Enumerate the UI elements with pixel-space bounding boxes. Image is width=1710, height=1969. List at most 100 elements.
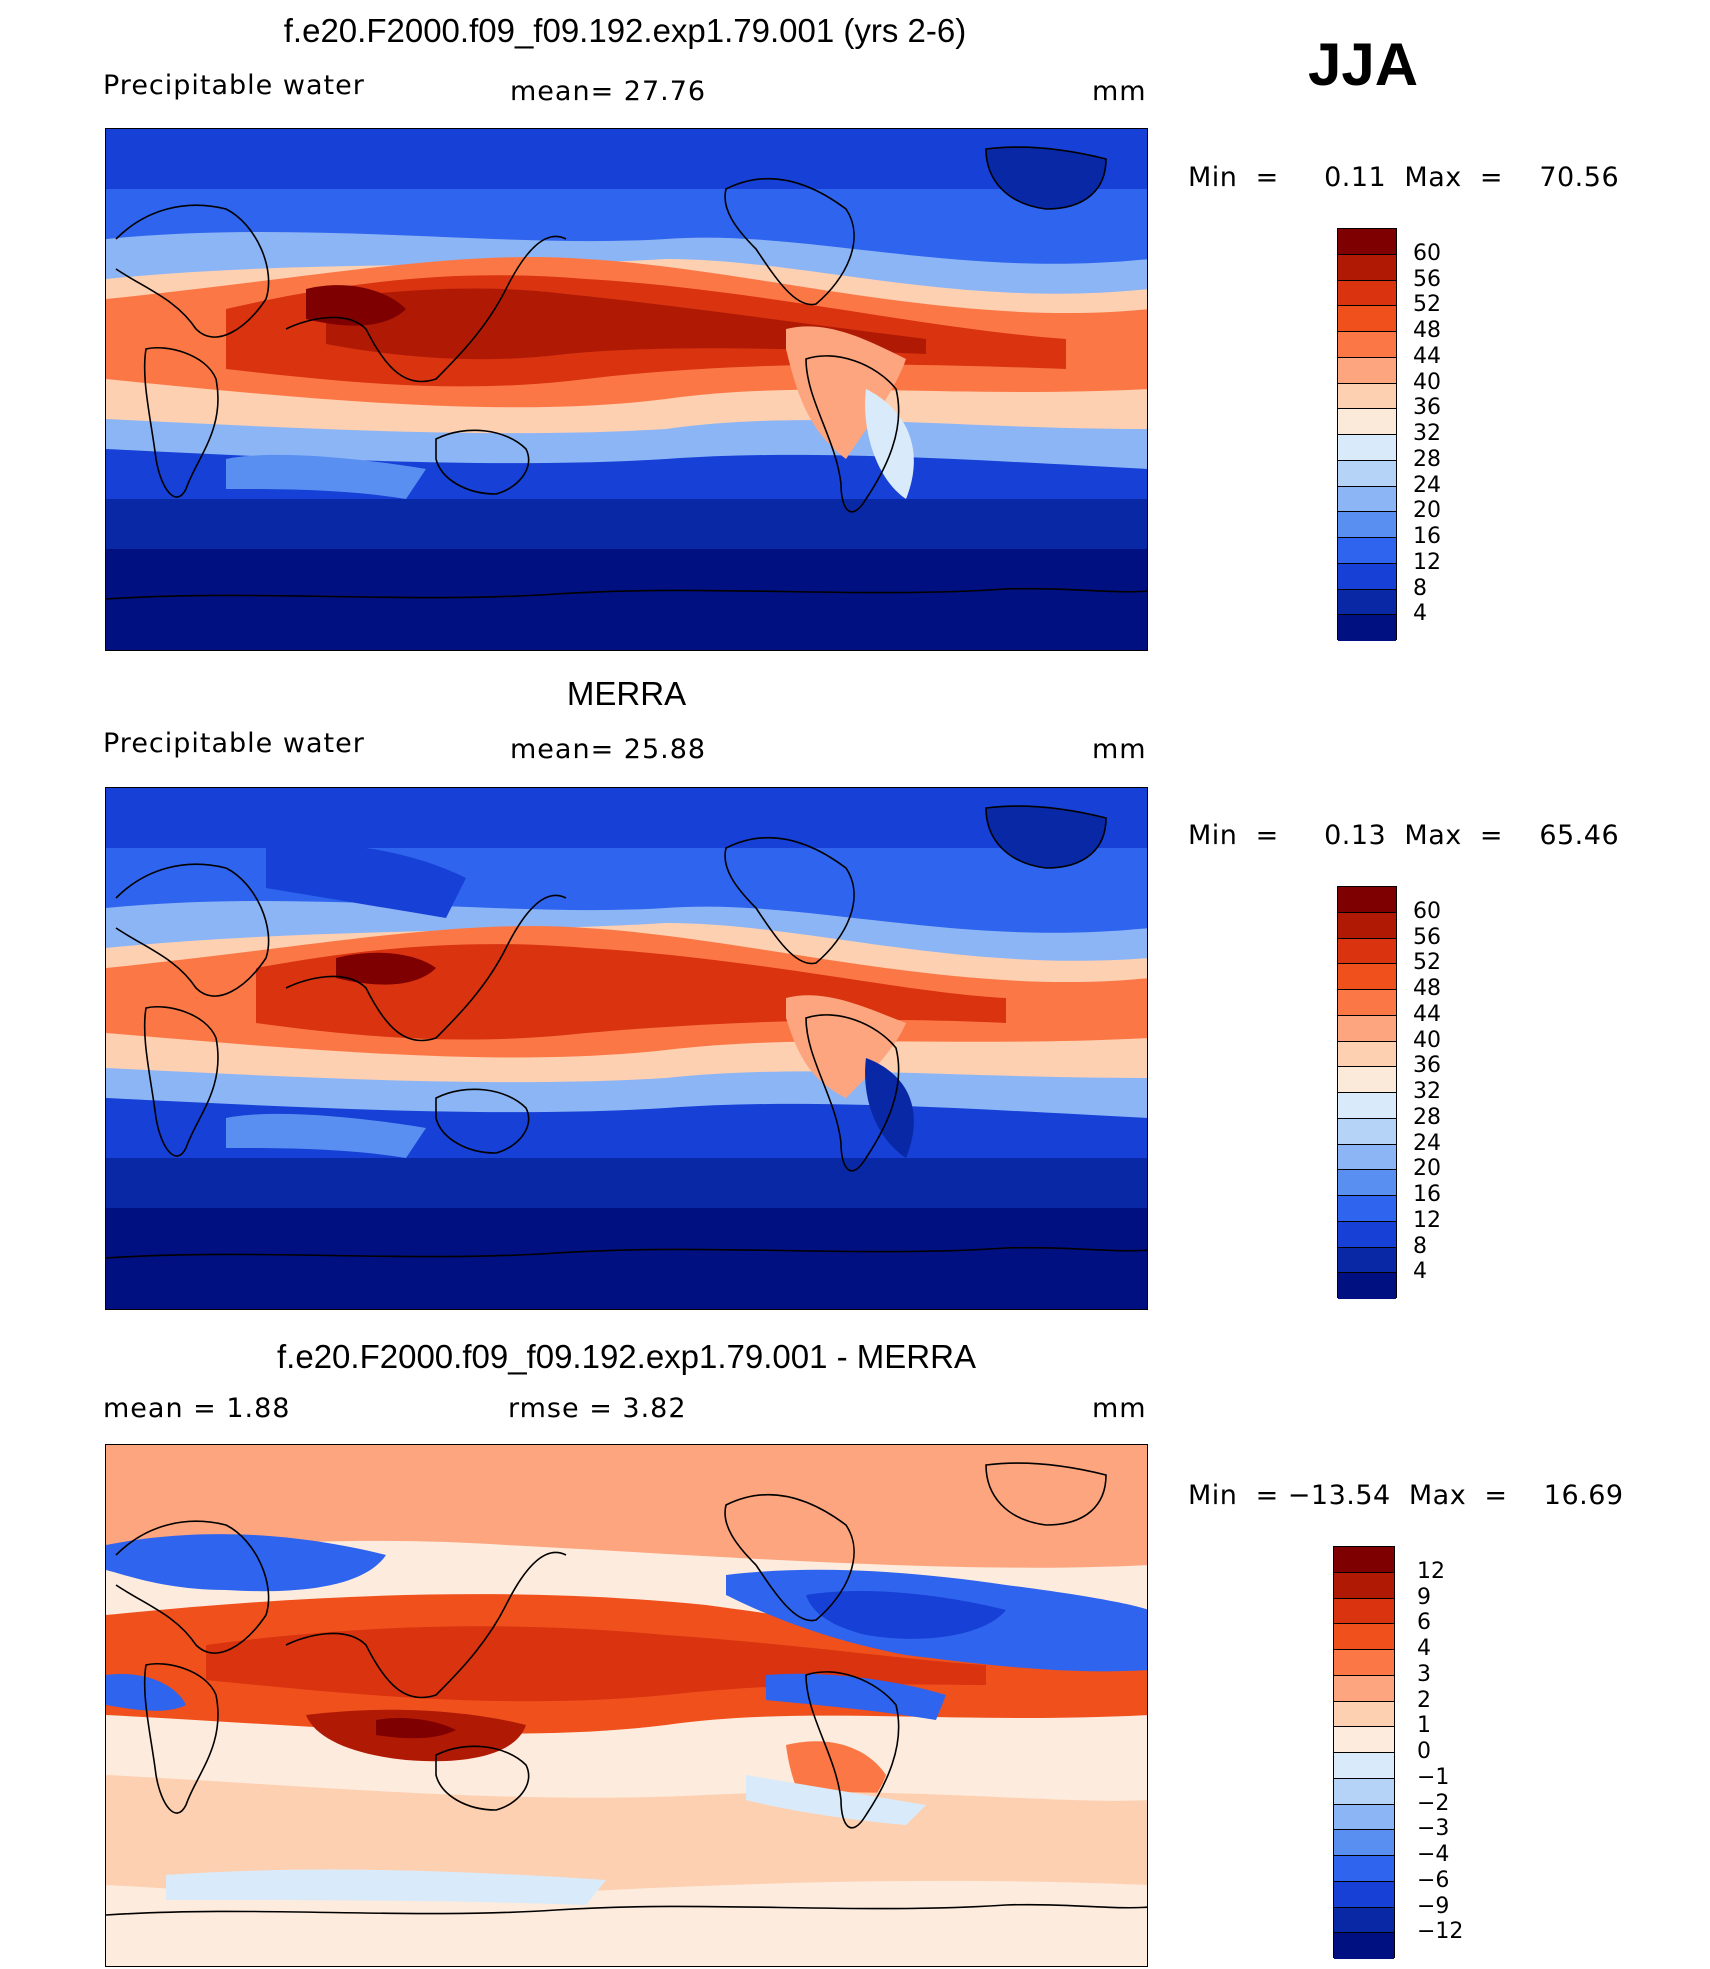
colorbar-segment xyxy=(1334,1753,1394,1779)
precipitable-water-merra-field xyxy=(106,788,1147,1309)
colorbar-tick-label: 1 xyxy=(1417,1713,1431,1739)
colorbar-segment xyxy=(1338,538,1396,564)
colorbar-segment xyxy=(1334,1856,1394,1882)
colorbar-tick-label: 4 xyxy=(1417,1636,1431,1661)
panel-diff-colorbar xyxy=(1333,1546,1395,1959)
colorbar-segment xyxy=(1338,964,1396,990)
colorbar-segment xyxy=(1338,1093,1396,1119)
colorbar-tick-label: 60 xyxy=(1413,898,1441,924)
colorbar-tick-label: 16 xyxy=(1413,524,1441,549)
colorbar-segment xyxy=(1334,1778,1394,1805)
colorbar-segment xyxy=(1334,1547,1394,1573)
colorbar-tick-label: 48 xyxy=(1413,976,1441,1001)
panel-merra-title: MERRA xyxy=(566,675,687,712)
colorbar-segment xyxy=(1334,1727,1394,1753)
colorbar-segment xyxy=(1338,563,1396,590)
colorbar-tick-label: 40 xyxy=(1413,1027,1441,1053)
panel-diff-title: f.e20.F2000.f09_f09.192.exp1.79.001 - ME… xyxy=(277,1338,976,1375)
panel-model-min-max: Min = 0.11 Max = 70.56 xyxy=(1188,162,1620,193)
colorbar-tick-label: 36 xyxy=(1413,1053,1441,1079)
panel-model-map xyxy=(105,128,1148,651)
colorbar-tick-label: 8 xyxy=(1413,1233,1427,1259)
colorbar-tick-label: 4 xyxy=(1413,601,1427,627)
colorbar-segment xyxy=(1334,1675,1394,1702)
colorbar-segment xyxy=(1338,589,1396,616)
panel-diff-map xyxy=(105,1444,1148,1967)
colorbar-tick-label: 40 xyxy=(1413,369,1441,395)
colorbar-tick-label: 6 xyxy=(1417,1610,1431,1636)
colorbar-segment xyxy=(1338,912,1396,939)
colorbar-tick-label: 56 xyxy=(1413,266,1441,292)
panel-model-title: f.e20.F2000.f09_f09.192.exp1.79.001 (yrs… xyxy=(283,12,967,49)
precipitable-water-difference-field xyxy=(106,1445,1147,1966)
colorbar-tick-label: 2 xyxy=(1417,1687,1431,1713)
colorbar-segment xyxy=(1338,938,1396,965)
colorbar-segment xyxy=(1338,460,1396,487)
panel-model-units: mm xyxy=(1092,76,1147,107)
season-label: JJA xyxy=(1308,31,1419,98)
panel-merra-colorbar xyxy=(1337,886,1397,1299)
colorbar-segment xyxy=(1334,1650,1394,1676)
colorbar-tick-label: 3 xyxy=(1417,1661,1431,1687)
colorbar-tick-label: 32 xyxy=(1413,421,1441,446)
colorbar-tick-label: 36 xyxy=(1413,395,1441,421)
colorbar-tick-label: 52 xyxy=(1413,292,1441,318)
colorbar-segment xyxy=(1334,1933,1394,1959)
colorbar-segment xyxy=(1338,486,1396,513)
colorbar-tick-label: 60 xyxy=(1413,240,1441,266)
colorbar-tick-label: 12 xyxy=(1417,1558,1445,1584)
colorbar-tick-label: 28 xyxy=(1413,1104,1441,1130)
panel-model-colorbar xyxy=(1337,228,1397,641)
colorbar-segment xyxy=(1338,254,1396,281)
colorbar-segment xyxy=(1338,1015,1396,1042)
colorbar-tick-label: −4 xyxy=(1417,1842,1450,1867)
colorbar-tick-label: −9 xyxy=(1417,1893,1450,1919)
colorbar-tick-label: 24 xyxy=(1413,472,1441,498)
colorbar-segment xyxy=(1338,887,1396,913)
colorbar-tick-label: 32 xyxy=(1413,1079,1441,1104)
colorbar-segment xyxy=(1334,1830,1394,1856)
colorbar-tick-label: −1 xyxy=(1417,1764,1450,1790)
colorbar-segment xyxy=(1338,1118,1396,1145)
colorbar-segment xyxy=(1338,1144,1396,1171)
panel-diff-mean: mean = 1.88 xyxy=(103,1393,291,1424)
colorbar-segment xyxy=(1338,229,1396,255)
colorbar-segment xyxy=(1334,1701,1394,1728)
colorbar-tick-label: −3 xyxy=(1417,1816,1450,1842)
colorbar-tick-label: 28 xyxy=(1413,446,1441,472)
panel-model-mean: mean= 27.76 xyxy=(510,76,707,107)
colorbar-tick-label: 20 xyxy=(1413,498,1441,524)
colorbar-segment xyxy=(1338,1247,1396,1274)
colorbar-tick-label: 24 xyxy=(1413,1130,1441,1156)
colorbar-tick-label: 12 xyxy=(1413,1207,1441,1233)
colorbar-tick-label: 16 xyxy=(1413,1182,1441,1207)
colorbar-tick-label: 44 xyxy=(1413,1001,1441,1027)
colorbar-tick-label: 12 xyxy=(1413,549,1441,575)
colorbar-tick-label: −6 xyxy=(1417,1867,1450,1893)
colorbar-segment xyxy=(1338,1196,1396,1222)
colorbar-segment xyxy=(1338,1067,1396,1093)
colorbar-segment xyxy=(1338,409,1396,435)
colorbar-tick-label: 52 xyxy=(1413,950,1441,976)
colorbar-segment xyxy=(1334,1804,1394,1831)
colorbar-segment xyxy=(1338,383,1396,410)
colorbar-segment xyxy=(1334,1598,1394,1625)
panel-merra-variable-label: Precipitable water xyxy=(103,728,365,759)
panel-merra-units: mm xyxy=(1092,734,1147,765)
colorbar-segment xyxy=(1334,1907,1394,1934)
colorbar-segment xyxy=(1338,990,1396,1016)
panel-diff-rmse: rmse = 3.82 xyxy=(508,1393,687,1424)
colorbar-segment xyxy=(1338,615,1396,641)
colorbar-tick-label: −2 xyxy=(1417,1790,1450,1816)
colorbar-tick-label: 8 xyxy=(1413,575,1427,601)
colorbar-segment xyxy=(1338,306,1396,332)
colorbar-segment xyxy=(1334,1881,1394,1908)
colorbar-tick-label: 9 xyxy=(1417,1584,1431,1610)
colorbar-tick-label: 20 xyxy=(1413,1156,1441,1182)
panel-diff-min-max: Min = −13.54 Max = 16.69 xyxy=(1188,1480,1624,1511)
panel-merra-min-max: Min = 0.13 Max = 65.46 xyxy=(1188,820,1620,851)
colorbar-tick-label: 48 xyxy=(1413,318,1441,343)
panel-merra-mean: mean= 25.88 xyxy=(510,734,707,765)
panel-model-variable-label: Precipitable water xyxy=(103,70,365,101)
panel-diff-units: mm xyxy=(1092,1393,1147,1424)
